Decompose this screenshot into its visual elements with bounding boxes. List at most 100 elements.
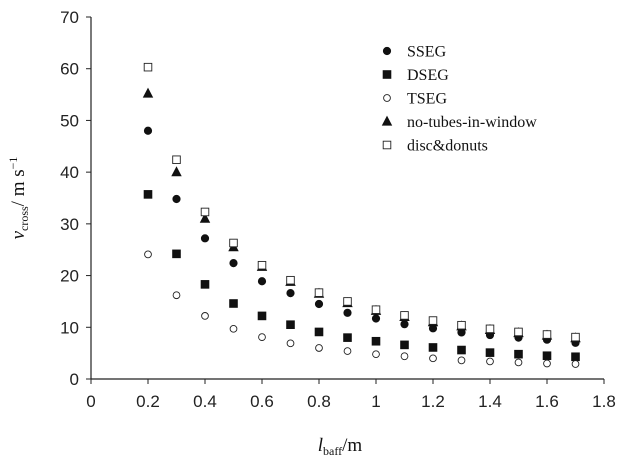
legend-marker (382, 70, 392, 79)
x-axis-label-rest: /m (342, 435, 362, 456)
x-axis-label: lbaff/m (318, 435, 363, 458)
y-tick-label: 30 (60, 215, 79, 234)
data-point (229, 238, 238, 248)
legend-item: no-tubes-in-window (381, 114, 537, 131)
series-4 (143, 62, 580, 342)
data-point (314, 288, 324, 297)
data-point (457, 356, 466, 365)
x-tick-label: 1.4 (478, 392, 502, 411)
data-point (486, 357, 494, 366)
x-tick-label: 0.2 (136, 392, 160, 411)
data-point (200, 280, 210, 289)
legend-marker (382, 140, 392, 150)
legend-marker (382, 46, 392, 56)
y-tick-label: 20 (60, 267, 79, 286)
data-point (172, 155, 181, 164)
x-axis-label-main: l (318, 435, 323, 456)
data-point (428, 343, 438, 352)
axes (90, 17, 604, 380)
legend-item: TSEG (383, 91, 447, 108)
data-point (372, 350, 380, 359)
data-point (371, 305, 381, 314)
data-point (171, 166, 182, 177)
y-axis-label-rest: / m s (8, 169, 29, 206)
legend-label: disc&donuts (407, 138, 488, 155)
data-point (199, 212, 211, 223)
data-point (314, 327, 324, 337)
data-point (315, 344, 323, 352)
series-1 (143, 190, 580, 362)
data-point (258, 333, 266, 341)
legend-item: SSEG (382, 44, 447, 61)
data-point (485, 324, 495, 334)
legend-item: disc&donuts (382, 138, 488, 155)
x-tick-label: 1.6 (535, 392, 559, 411)
data-point (343, 297, 352, 306)
data-point (543, 359, 551, 368)
y-tick-label: 50 (60, 111, 79, 130)
x-tick-label: 0.4 (193, 392, 217, 411)
data-point (143, 126, 153, 135)
y-tick-label: 10 (60, 318, 79, 337)
legend-label: DSEG (407, 67, 449, 84)
data-point (142, 87, 154, 98)
data-point (144, 250, 152, 259)
data-point (172, 291, 181, 300)
data-point (542, 351, 552, 361)
legend-marker (381, 115, 393, 126)
data-point (457, 320, 466, 330)
data-point (542, 330, 552, 339)
data-point (200, 207, 210, 217)
data-point (514, 327, 523, 337)
data-point (286, 339, 295, 348)
data-point (257, 311, 267, 321)
data-point (571, 352, 580, 362)
data-point (400, 352, 409, 361)
data-point (172, 194, 181, 204)
data-point (143, 62, 153, 72)
y-tick-label: 40 (60, 163, 79, 182)
x-axis-label-sub: baff (323, 444, 342, 458)
data-point (229, 299, 238, 308)
y-tick-label: 60 (60, 60, 79, 79)
data-point (257, 277, 267, 286)
data-point (257, 260, 267, 270)
data-point (200, 234, 210, 243)
data-point (571, 332, 580, 342)
data-point (485, 348, 495, 357)
data-point (429, 354, 437, 363)
data-point (514, 358, 523, 367)
data-point (371, 336, 381, 346)
data-point (371, 314, 381, 323)
data-point (457, 345, 466, 355)
y-tick-label: 70 (60, 8, 79, 27)
x-tick-label: 1 (371, 392, 380, 411)
legend: SSEG DSEG TSEG no-tubes-in-window disc&donut… (381, 44, 537, 155)
y-axis-ticks: 0 10 20 30 40 50 60 70 (60, 8, 91, 389)
data-point (229, 324, 238, 333)
legend-marker (383, 94, 391, 102)
data-point (514, 349, 523, 359)
data-point (571, 360, 580, 368)
legend-label: no-tubes-in-window (407, 114, 537, 131)
data-point (172, 249, 181, 259)
data-point (314, 299, 324, 309)
x-tick-label: 0.6 (250, 392, 274, 411)
x-axis-ticks: 0 0.2 0.4 0.6 0.8 1 1.2 1.4 1.6 1.8 (86, 379, 616, 411)
y-axis-label-main: v (8, 230, 29, 239)
series-2 (144, 250, 580, 368)
data-point (343, 333, 352, 342)
legend-label: SSEG (407, 44, 447, 61)
legend-label: TSEG (407, 91, 447, 108)
data-point (400, 340, 409, 350)
data-point (286, 275, 295, 285)
x-tick-label: 0 (86, 392, 95, 411)
data-point (286, 289, 295, 298)
data-point (428, 316, 438, 325)
data-point (400, 311, 409, 320)
data-points (142, 62, 581, 368)
data-point (343, 308, 352, 317)
y-axis-label-sup: −1 (6, 157, 20, 170)
y-tick-label: 0 (70, 370, 79, 389)
